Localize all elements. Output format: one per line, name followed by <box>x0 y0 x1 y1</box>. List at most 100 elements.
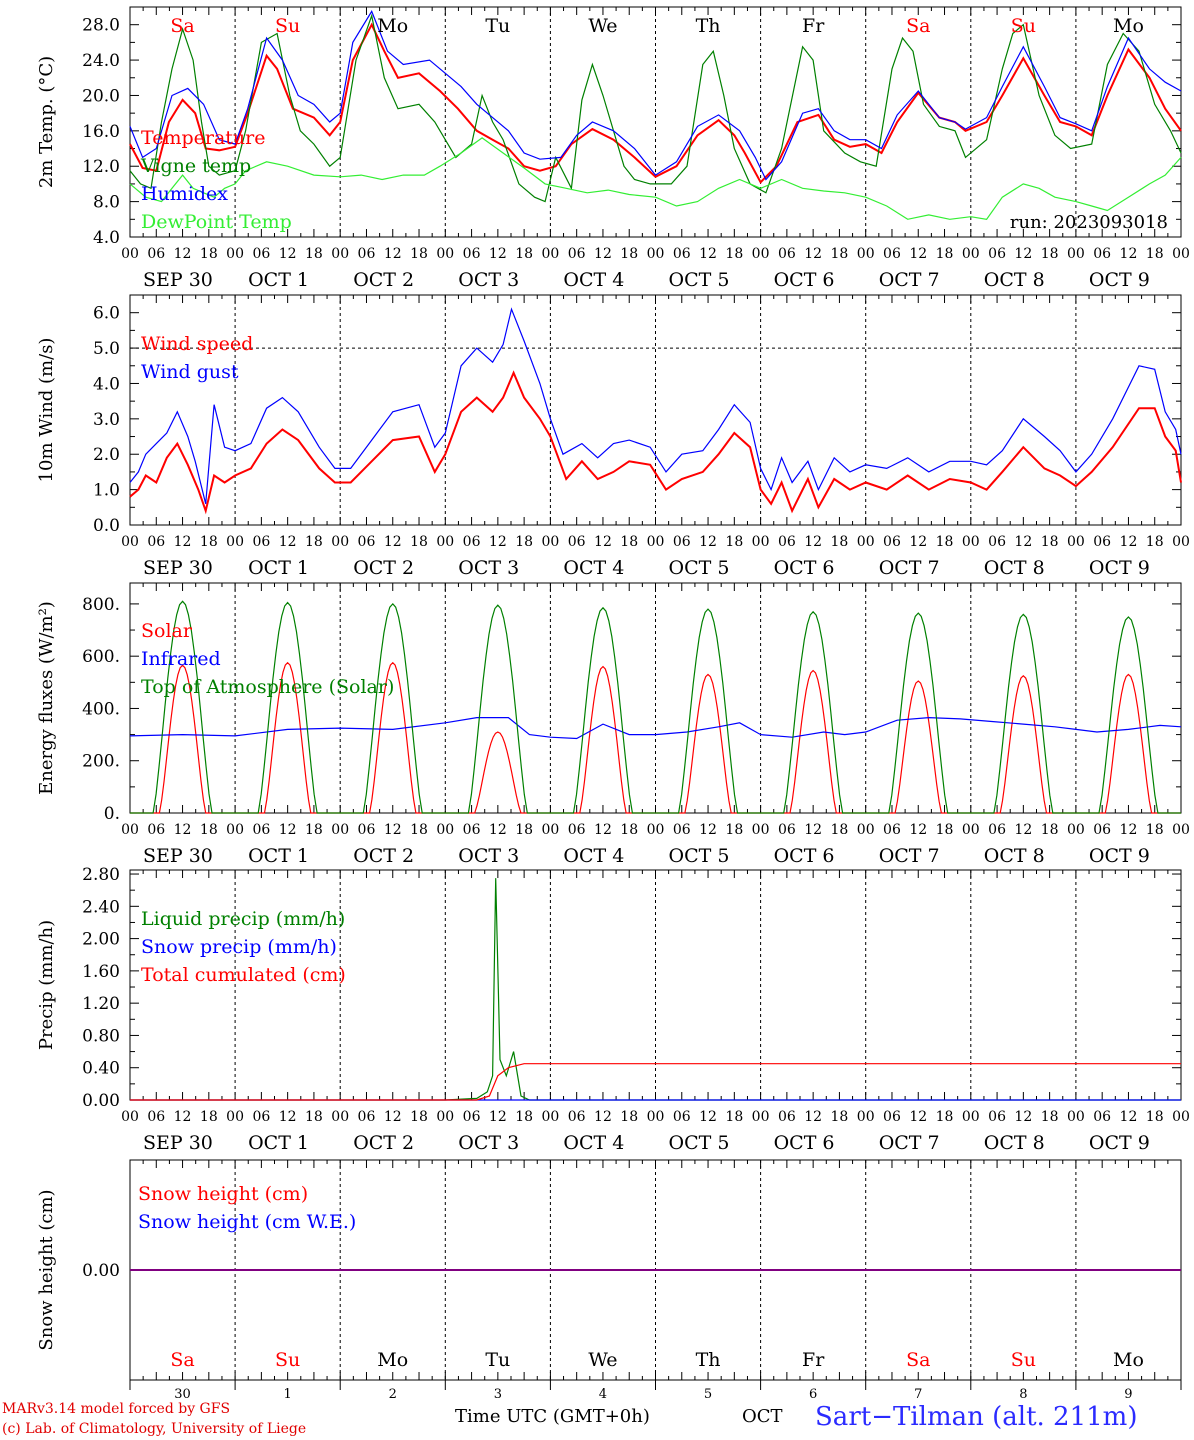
hour-tick-label: 12 <box>174 822 192 838</box>
date-label: OCT 3 <box>458 269 519 291</box>
hour-tick-label: 06 <box>883 246 901 262</box>
y-tick-label: 0.00 <box>82 1261 120 1281</box>
hour-tick-label: 18 <box>936 822 954 838</box>
hour-tick-label: 18 <box>515 822 533 838</box>
hour-tick-label: 00 <box>857 534 875 550</box>
day-number: 2 <box>389 1387 397 1402</box>
hour-tick-label: 00 <box>962 534 980 550</box>
day-name-top: Mo <box>377 15 408 37</box>
hour-tick-label: 12 <box>699 1109 717 1125</box>
day-name-top: Sa <box>906 15 930 37</box>
day-name-bottom: Sa <box>906 1349 930 1371</box>
date-label: OCT 5 <box>669 1132 730 1154</box>
hour-tick-label: 00 <box>226 822 244 838</box>
date-label: OCT 7 <box>879 1132 940 1154</box>
hour-tick-label: 00 <box>647 1109 665 1125</box>
hour-tick-label: 12 <box>174 1109 192 1125</box>
hour-tick-label: 00 <box>857 822 875 838</box>
hour-tick-label: 12 <box>1120 1109 1138 1125</box>
hour-tick-label: 06 <box>358 534 376 550</box>
hour-tick-label: 12 <box>174 534 192 550</box>
hour-tick-label: 00 <box>1067 534 1085 550</box>
hour-tick-label: 06 <box>988 822 1006 838</box>
series-humidex <box>129 10 1182 181</box>
panel-4: 0.00 0.40 0.80 1.20 1.60 2.00 2.40 2.80 Precip (… <box>36 865 1190 1154</box>
day-name-bottom: Tu <box>485 1349 510 1371</box>
day-name-top: Su <box>275 15 300 37</box>
hour-tick-label: 12 <box>489 246 507 262</box>
hour-tick-label: 00 <box>1067 822 1085 838</box>
hour-tick-label: 12 <box>909 822 927 838</box>
y-tick-label: 16.0 <box>82 122 120 142</box>
hour-tick-label: 12 <box>1014 822 1032 838</box>
y-tick-label: 0. <box>104 804 120 824</box>
hour-tick-label: 12 <box>384 1109 402 1125</box>
hour-tick-label: 18 <box>1041 822 1059 838</box>
hour-tick-label: 00 <box>436 246 454 262</box>
hour-tick-label: 12 <box>699 246 717 262</box>
hour-tick-label: 00 <box>1067 246 1085 262</box>
legend-vigne-temp: Vigne temp <box>140 155 251 177</box>
date-label: OCT 8 <box>984 557 1045 579</box>
hour-tick-label: 06 <box>673 246 691 262</box>
hour-tick-label: 18 <box>1041 246 1059 262</box>
hour-tick-label: 06 <box>147 1109 165 1125</box>
day-name-bottom: Fr <box>802 1349 825 1371</box>
day-number: 30 <box>174 1387 191 1402</box>
hour-tick-label: 18 <box>936 1109 954 1125</box>
day-name-bottom: Su <box>1011 1349 1036 1371</box>
legend-top-of-atmosphere-solar-: Top of Atmosphere (Solar) <box>141 676 394 698</box>
date-label: SEP 30 <box>143 1132 213 1154</box>
hour-tick-label: 00 <box>226 534 244 550</box>
day-name-bottom: Mo <box>377 1349 408 1371</box>
date-label: OCT 2 <box>353 557 414 579</box>
hour-tick-label: 00 <box>1067 1109 1085 1125</box>
hour-tick-label: 18 <box>410 1109 428 1125</box>
hour-tick-label: 18 <box>1146 1109 1164 1125</box>
hour-tick-label: 18 <box>410 534 428 550</box>
legend-snow-height-cm-w-e-: Snow height (cm W.E.) <box>138 1211 356 1233</box>
hour-tick-label: 06 <box>568 246 586 262</box>
hour-tick-label: 00 <box>647 534 665 550</box>
hour-tick-label: 00 <box>331 534 349 550</box>
hour-tick-label: 18 <box>1041 534 1059 550</box>
hour-tick-label: 06 <box>883 822 901 838</box>
series-wind-speed <box>129 370 1182 515</box>
hour-tick-label: 18 <box>1041 1109 1059 1125</box>
hour-tick-label: 06 <box>463 246 481 262</box>
legend-total-cumulated-cm-: Total cumulated (cm) <box>141 964 346 986</box>
hour-tick-label: 00 <box>436 1109 454 1125</box>
hour-tick-label: 06 <box>673 534 691 550</box>
date-label: OCT 2 <box>353 269 414 291</box>
date-label: OCT 4 <box>563 269 624 291</box>
date-label: OCT 8 <box>984 1132 1045 1154</box>
hour-tick-label: 12 <box>279 534 297 550</box>
hour-tick-label: 12 <box>1120 534 1138 550</box>
day-number: 6 <box>809 1387 817 1402</box>
hour-tick-label: 18 <box>620 822 638 838</box>
hour-tick-label: 00 <box>331 822 349 838</box>
hour-tick-label: 12 <box>489 534 507 550</box>
hour-tick-label: 12 <box>384 534 402 550</box>
y-axis-label: Precip (mm/h) <box>36 920 57 1050</box>
y-axis-label: Energy fluxes (W/m²) <box>36 601 57 795</box>
hour-tick-label: 18 <box>725 534 743 550</box>
date-label: SEP 30 <box>143 557 213 579</box>
date-label: OCT 1 <box>248 845 309 867</box>
hour-tick-label: 18 <box>1146 822 1164 838</box>
hour-tick-label: 06 <box>778 534 796 550</box>
hour-tick-label: 12 <box>594 1109 612 1125</box>
hour-tick-label: 06 <box>463 534 481 550</box>
hour-tick-label: 18 <box>831 822 849 838</box>
date-label: OCT 5 <box>669 845 730 867</box>
hour-tick-label: 06 <box>252 822 270 838</box>
hour-tick-label: 06 <box>1093 246 1111 262</box>
hour-tick-label: 12 <box>279 246 297 262</box>
hour-tick-label: 12 <box>804 822 822 838</box>
y-axis-label: Snow height (cm) <box>36 1189 57 1350</box>
y-tick-label: 1.20 <box>82 994 120 1014</box>
date-label: OCT 3 <box>458 557 519 579</box>
hour-tick-label: 18 <box>936 534 954 550</box>
hour-tick-label: 12 <box>1014 246 1032 262</box>
hour-tick-label: 00 <box>1172 534 1190 550</box>
